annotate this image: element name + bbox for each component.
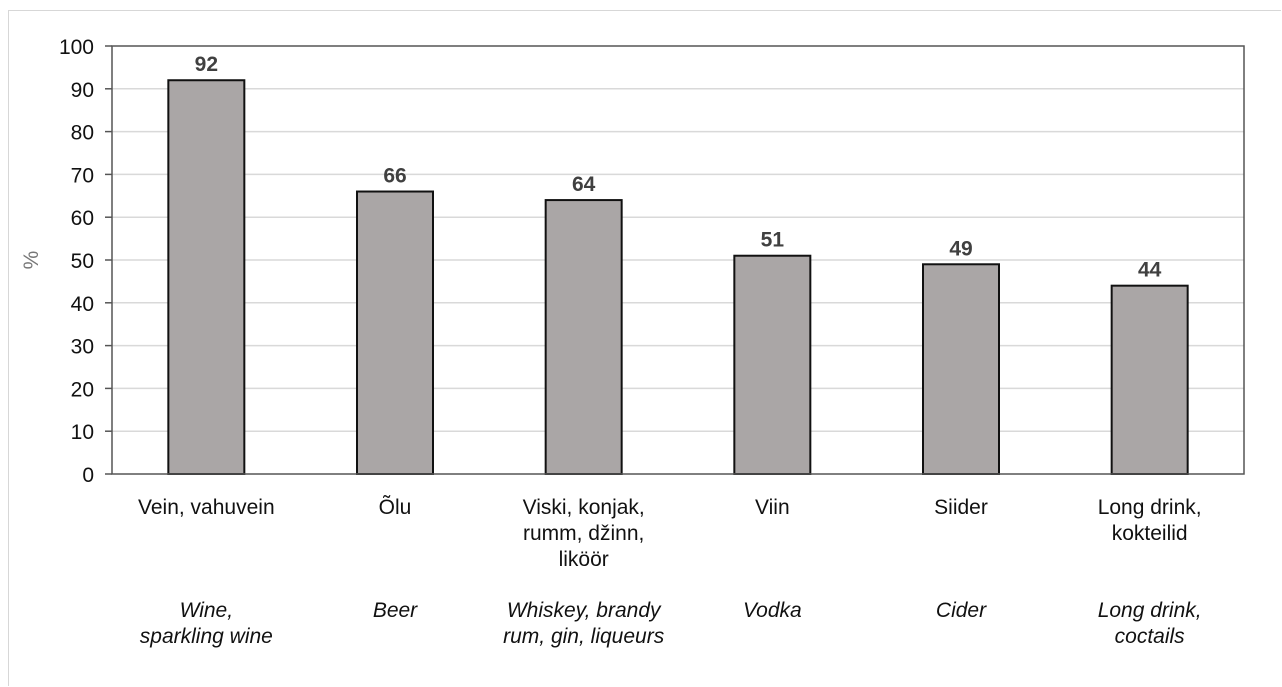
bar <box>356 190 434 476</box>
gridlines <box>112 88 1244 432</box>
category-label: Viin <box>755 496 790 519</box>
bar <box>922 263 1000 475</box>
category-english-label: sparkling wine <box>140 625 273 648</box>
y-tick-label: 20 <box>71 378 94 401</box>
value-label: 92 <box>195 53 218 76</box>
y-tick-label: 50 <box>71 250 94 273</box>
category-english-label: Wine, <box>180 599 234 622</box>
category-english-label: coctails <box>1115 625 1186 648</box>
value-label: 64 <box>572 173 596 196</box>
category-label: Viski, konjak, <box>523 496 645 519</box>
y-tick-label: 10 <box>71 421 94 444</box>
category-english-label: rum, gin, liqueurs <box>503 625 665 648</box>
value-labels: 92 66 64 51 49 44 <box>195 53 1162 281</box>
category-label: Õlu <box>379 495 412 519</box>
value-label: 49 <box>949 237 972 260</box>
category-label: rumm, džinn, <box>523 522 644 545</box>
y-tick-label: 80 <box>71 122 94 145</box>
y-tick-label: 40 <box>71 293 94 316</box>
category-label: Siider <box>934 496 988 519</box>
y-tick-label: 90 <box>71 79 94 102</box>
bar <box>733 254 812 475</box>
y-tick-label: 70 <box>71 164 94 187</box>
bar <box>167 79 246 476</box>
category-english-label: Long drink, <box>1098 599 1202 622</box>
category-english-label: Vodka <box>743 599 802 622</box>
category-label: Long drink, <box>1098 496 1202 519</box>
value-label: 66 <box>383 165 406 188</box>
value-label: 51 <box>761 229 785 252</box>
category-english-label: Whiskey, brandy <box>507 599 662 622</box>
bar <box>1110 284 1189 475</box>
y-axis-label: % <box>20 251 43 270</box>
chart-frame <box>8 10 1281 686</box>
category-labels: Vein, vahuvein Wine, sparkling wine Õlu Beer… <box>138 495 1202 648</box>
category-english-label: Beer <box>373 599 418 622</box>
y-tick-label: 60 <box>71 207 94 230</box>
bar <box>544 199 623 476</box>
y-tick-label: 30 <box>71 336 94 359</box>
category-label: Vein, vahuvein <box>138 496 275 519</box>
category-label: liköör <box>559 548 609 571</box>
y-axis-ticks: 0 10 20 30 40 50 60 70 80 90 100 <box>59 36 112 487</box>
value-label: 44 <box>1138 259 1162 282</box>
category-english-label: Cider <box>936 599 987 622</box>
y-tick-label: 0 <box>82 464 94 487</box>
y-tick-label: 100 <box>59 36 94 59</box>
category-label: kokteilid <box>1112 522 1188 545</box>
bars <box>167 79 1189 476</box>
